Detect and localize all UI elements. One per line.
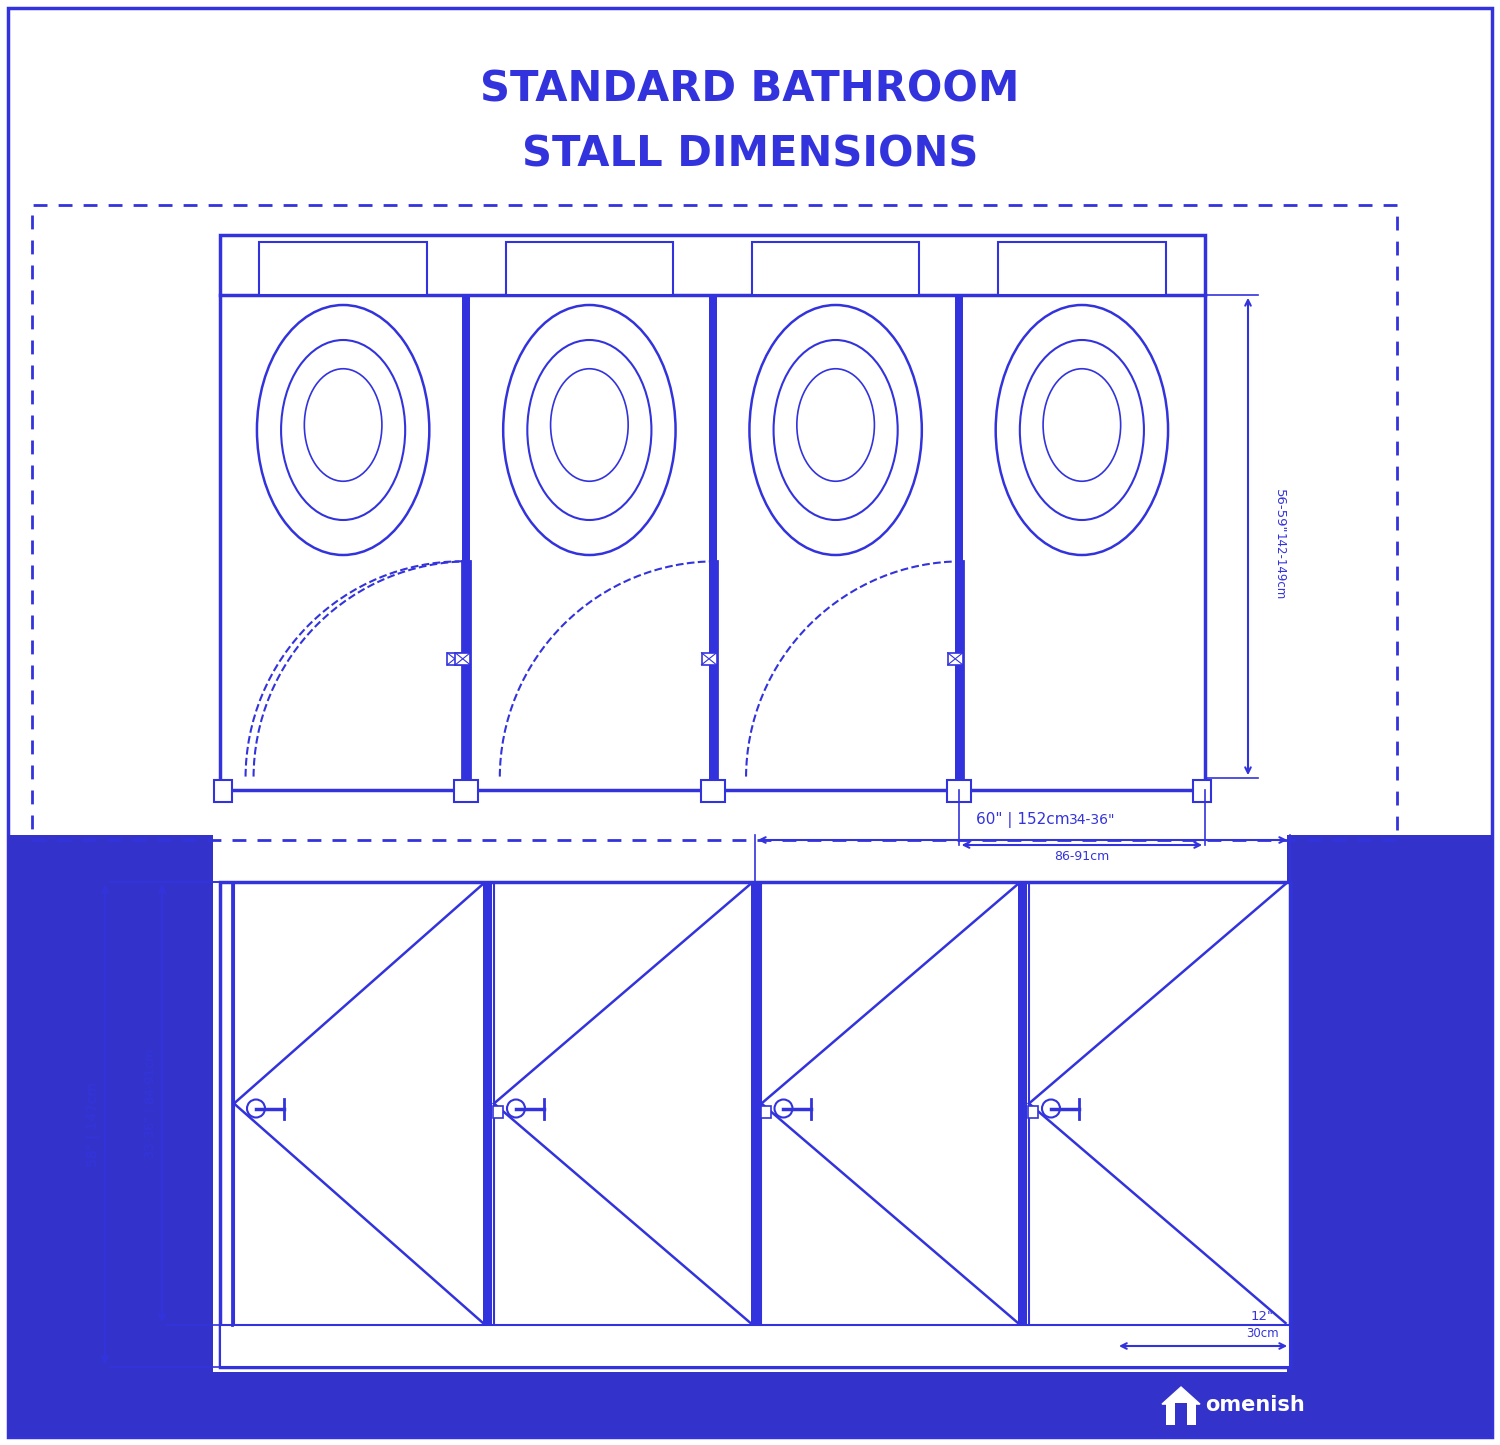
Ellipse shape [528,340,651,520]
Ellipse shape [1020,340,1144,520]
Circle shape [774,1100,792,1117]
Bar [447,653,462,665]
Bar [260,243,428,295]
Bar [1019,881,1028,1325]
Text: 60" | 152cm: 60" | 152cm [975,812,1070,828]
Bar [220,881,1290,1367]
Bar [702,653,717,665]
Bar [1287,835,1492,1436]
Bar [700,780,724,802]
Bar [752,243,920,295]
Bar [948,653,963,665]
Bar [946,780,970,802]
Text: 34-36": 34-36" [1068,814,1114,827]
Ellipse shape [996,305,1168,555]
Bar [998,243,1166,295]
Ellipse shape [550,368,628,481]
Bar [462,295,470,790]
Bar [760,1107,771,1118]
Bar [1028,1107,1038,1118]
Text: 33-36" | 84-91cm: 33-36" | 84-91cm [144,1049,156,1159]
Ellipse shape [304,368,382,481]
Circle shape [1042,1100,1060,1117]
Ellipse shape [796,368,874,481]
Circle shape [248,1100,266,1117]
Text: 12": 12" [1251,1311,1274,1324]
Bar [954,295,963,790]
Bar [220,1325,1290,1367]
Ellipse shape [503,305,675,555]
Bar [1174,1403,1186,1425]
Text: 142-149cm: 142-149cm [1274,533,1286,600]
Bar [1166,1405,1196,1425]
Ellipse shape [774,340,897,520]
Text: omenish: omenish [1204,1394,1305,1415]
Text: STANDARD BATHROOM: STANDARD BATHROOM [480,69,1020,111]
Bar [1192,780,1210,802]
Text: STALL DIMENSIONS: STALL DIMENSIONS [522,134,978,176]
Ellipse shape [1042,368,1120,481]
Bar [1150,1377,1480,1433]
Bar [8,835,213,1436]
Text: 30cm: 30cm [1245,1327,1278,1340]
Ellipse shape [280,340,405,520]
Bar [454,653,471,665]
Bar [750,881,759,1325]
Text: 56-59": 56-59" [1274,490,1286,533]
Bar [708,295,717,790]
Ellipse shape [256,305,429,555]
Circle shape [507,1100,525,1117]
Polygon shape [1162,1387,1200,1405]
Bar [506,243,674,295]
Bar [214,780,232,802]
Text: 58" | 147cm: 58" | 147cm [86,1082,100,1168]
Bar [454,780,478,802]
Bar [32,205,1396,840]
Bar [220,236,1204,790]
Bar [483,881,492,1325]
Text: 86-91cm: 86-91cm [1054,850,1110,863]
Bar [8,1371,1492,1436]
Bar [494,1107,502,1118]
Ellipse shape [750,305,922,555]
